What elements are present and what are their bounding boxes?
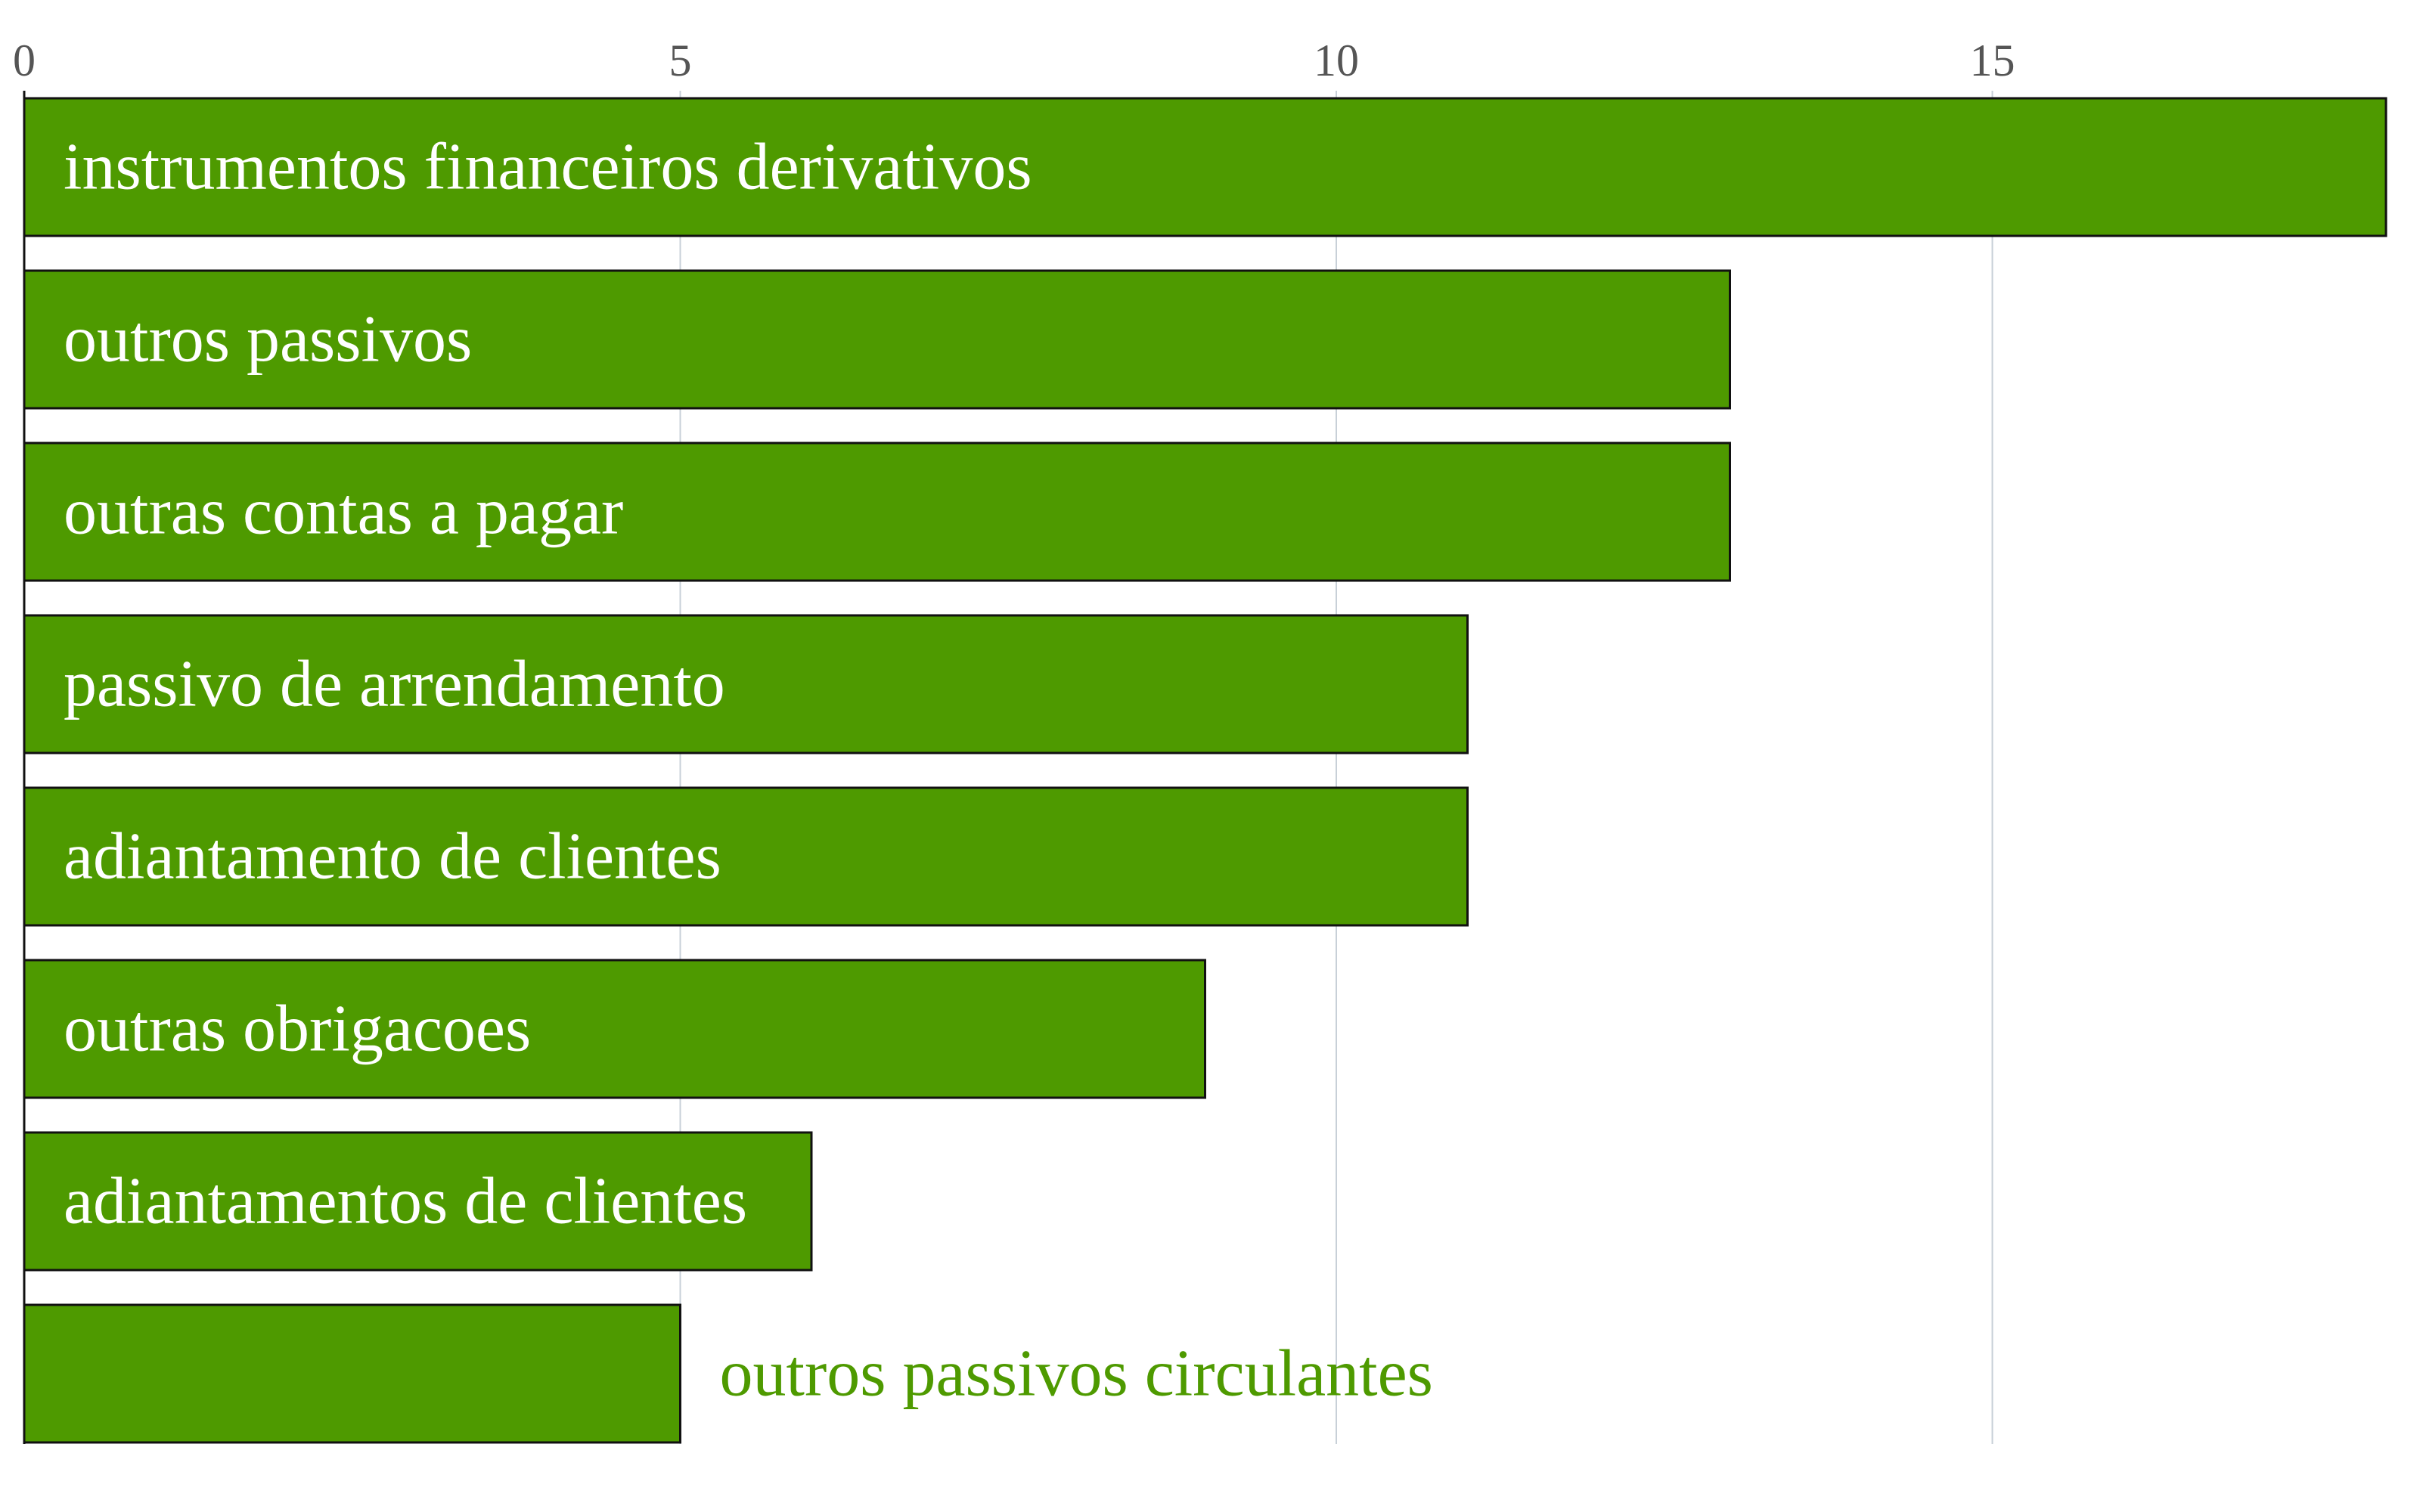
bars [23,97,2387,1444]
bar-6 [23,1131,813,1272]
x-tick-label-15: 15 [1970,36,2015,85]
bar-label-0: instrumentos financeiros derivativos [64,131,1032,204]
bar-2 [23,442,1731,582]
bar-7 [23,1303,681,1444]
bar-labels: instrumentos financeiros derivativos outr… [64,131,1433,1411]
x-axis-ticks: 0 5 10 15 [13,36,2015,85]
bar-3 [23,614,1469,754]
bar-label-2: outras contas a pagar [64,476,623,549]
bar-1 [23,269,1731,410]
bar-5 [23,959,1206,1099]
bar-label-6: adiantamentos de clientes [64,1165,747,1238]
bar-label-1: outros passivos [64,303,472,376]
bar-4 [23,786,1469,927]
bar-label-7: outros passivos circulantes [720,1337,1433,1411]
x-tick-label-0: 0 [13,36,36,85]
bar-0 [23,97,2387,237]
bar-label-4: adiantamento de clientes [64,820,721,894]
x-tick-label-10: 10 [1314,36,1359,85]
bar-label-5: outras obrigacoes [64,993,531,1066]
bar-label-3: passivo de arrendamento [64,648,725,721]
x-tick-label-5: 5 [669,36,692,85]
